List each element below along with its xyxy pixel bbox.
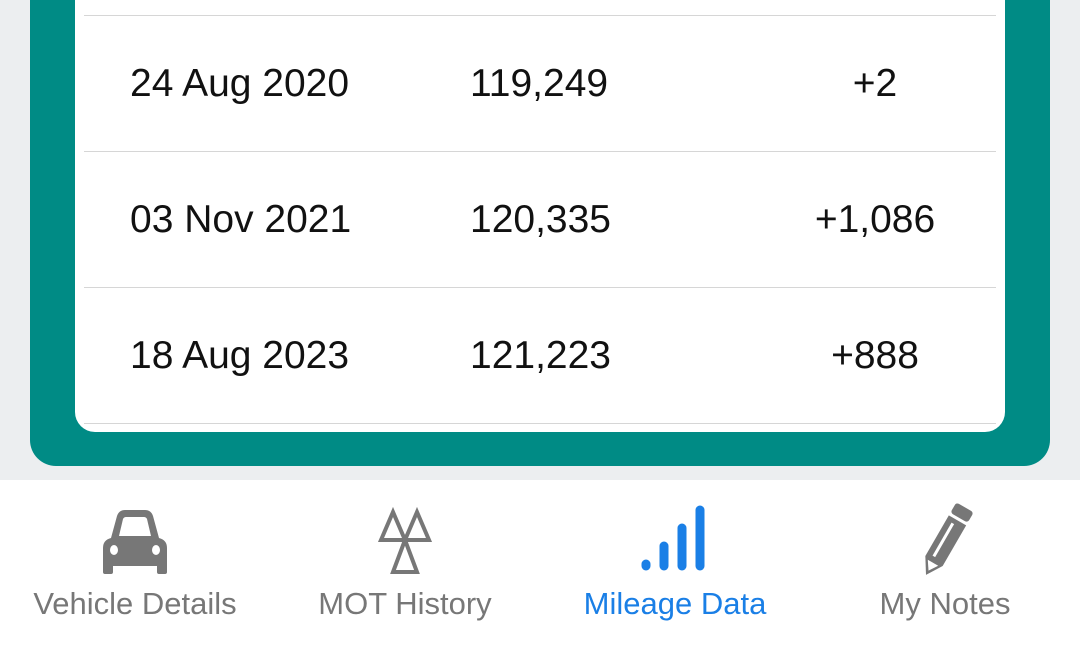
row-mileage: 121,223 <box>470 334 611 377</box>
bottom-nav: Vehicle Details MOT History Mileage Data <box>0 480 1080 647</box>
mot-triangles-icon <box>377 506 433 574</box>
tab-label: Mileage Data <box>583 586 767 621</box>
signal-bars-icon <box>641 505 705 571</box>
row-date: 03 Nov 2021 <box>130 198 352 241</box>
row-divider <box>84 423 996 424</box>
table-row: 24 Aug 2020 119,249 +2 <box>75 16 1005 152</box>
row-divider <box>84 151 996 152</box>
tab-label: Vehicle Details <box>33 586 237 621</box>
tab-mileage-data[interactable]: Mileage Data <box>540 480 810 647</box>
row-mileage: 120,335 <box>470 198 611 241</box>
tab-my-notes[interactable]: My Notes <box>810 480 1080 647</box>
row-mileage: 119,249 <box>470 62 609 105</box>
table-row: 03 Nov 2021 120,335 +1,086 <box>75 152 1005 288</box>
car-icon <box>103 510 167 574</box>
row-date: 18 Aug 2023 <box>130 334 350 377</box>
row-divider <box>84 15 996 16</box>
tab-vehicle-details[interactable]: Vehicle Details <box>0 480 270 647</box>
row-difference: +1,086 <box>814 198 936 241</box>
mileage-panel: 24 Aug 2020 119,249 +2 03 Nov 2021 120,3… <box>30 0 1050 466</box>
row-date: 24 Aug 2020 <box>130 62 350 105</box>
table-row: 18 Aug 2023 121,223 +888 <box>75 288 1005 424</box>
tab-mot-history[interactable]: MOT History <box>270 480 540 647</box>
row-divider <box>84 287 996 288</box>
row-difference: +2 <box>852 62 898 105</box>
row-difference: +888 <box>831 334 919 377</box>
mileage-table: 24 Aug 2020 119,249 +2 03 Nov 2021 120,3… <box>75 0 1005 432</box>
tab-label: MOT History <box>318 586 492 621</box>
tab-label: My Notes <box>879 586 1011 621</box>
pencil-icon <box>925 503 973 575</box>
